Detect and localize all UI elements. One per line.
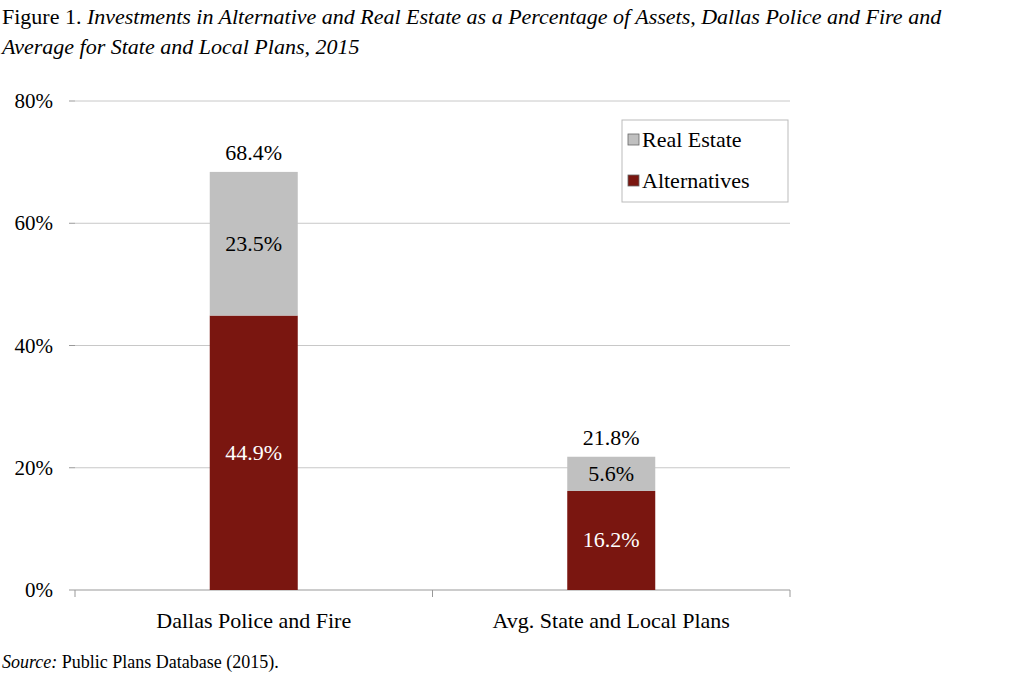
data-label: 44.9% [225,440,282,465]
total-label: 21.8% [583,425,640,450]
x-tick [790,590,791,597]
source: Source: Public Plans Database (2015). [2,652,279,673]
y-tick [69,590,75,591]
legend-swatch [628,134,639,145]
legend-label: Real Estate [642,127,742,152]
y-tick-label: 80% [15,89,54,113]
bar-segment [210,316,298,590]
y-tick-label: 60% [15,211,54,235]
grid-line [75,345,790,346]
chart: 0% 20% 40% 60% 80% Dallas Police and Fire Avg.… [0,0,1024,690]
x-tick-label: Dallas Police and Fire [156,608,351,633]
bar-segment [210,172,298,316]
data-label: 23.5% [225,231,282,256]
x-tick [432,590,433,597]
legend-label: Alternatives [642,168,750,193]
title-prefix: Figure 1. [2,4,81,29]
bar-segment [567,457,655,491]
source-text: Public Plans Database (2015). [57,652,278,672]
title: Figure 1. Investments in Alternative and… [2,2,992,62]
total-label: 68.4% [225,140,282,165]
bar-segment [567,491,655,590]
legend-box [622,120,788,202]
grid-line [75,467,790,468]
grid-line [75,101,790,102]
x-tick [75,590,76,597]
x-tick-label: Avg. State and Local Plans [493,608,730,633]
legend-swatch [628,175,639,186]
y-tick [69,345,75,346]
y-tick [69,101,75,102]
legend: Real Estate Alternatives [622,120,788,202]
data-label: 16.2% [583,527,640,552]
y-tick-label: 20% [15,456,54,480]
y-tick [69,223,75,224]
y-tick-label: 0% [25,578,53,602]
source-prefix: Source: [2,652,57,672]
bars [210,172,656,590]
y-tick-label: 40% [15,334,54,358]
data-label: 5.6% [588,461,634,486]
y-tick [69,467,75,468]
title-text: Investments in Alternative and Real Esta… [2,4,941,59]
grid-line [75,223,790,224]
